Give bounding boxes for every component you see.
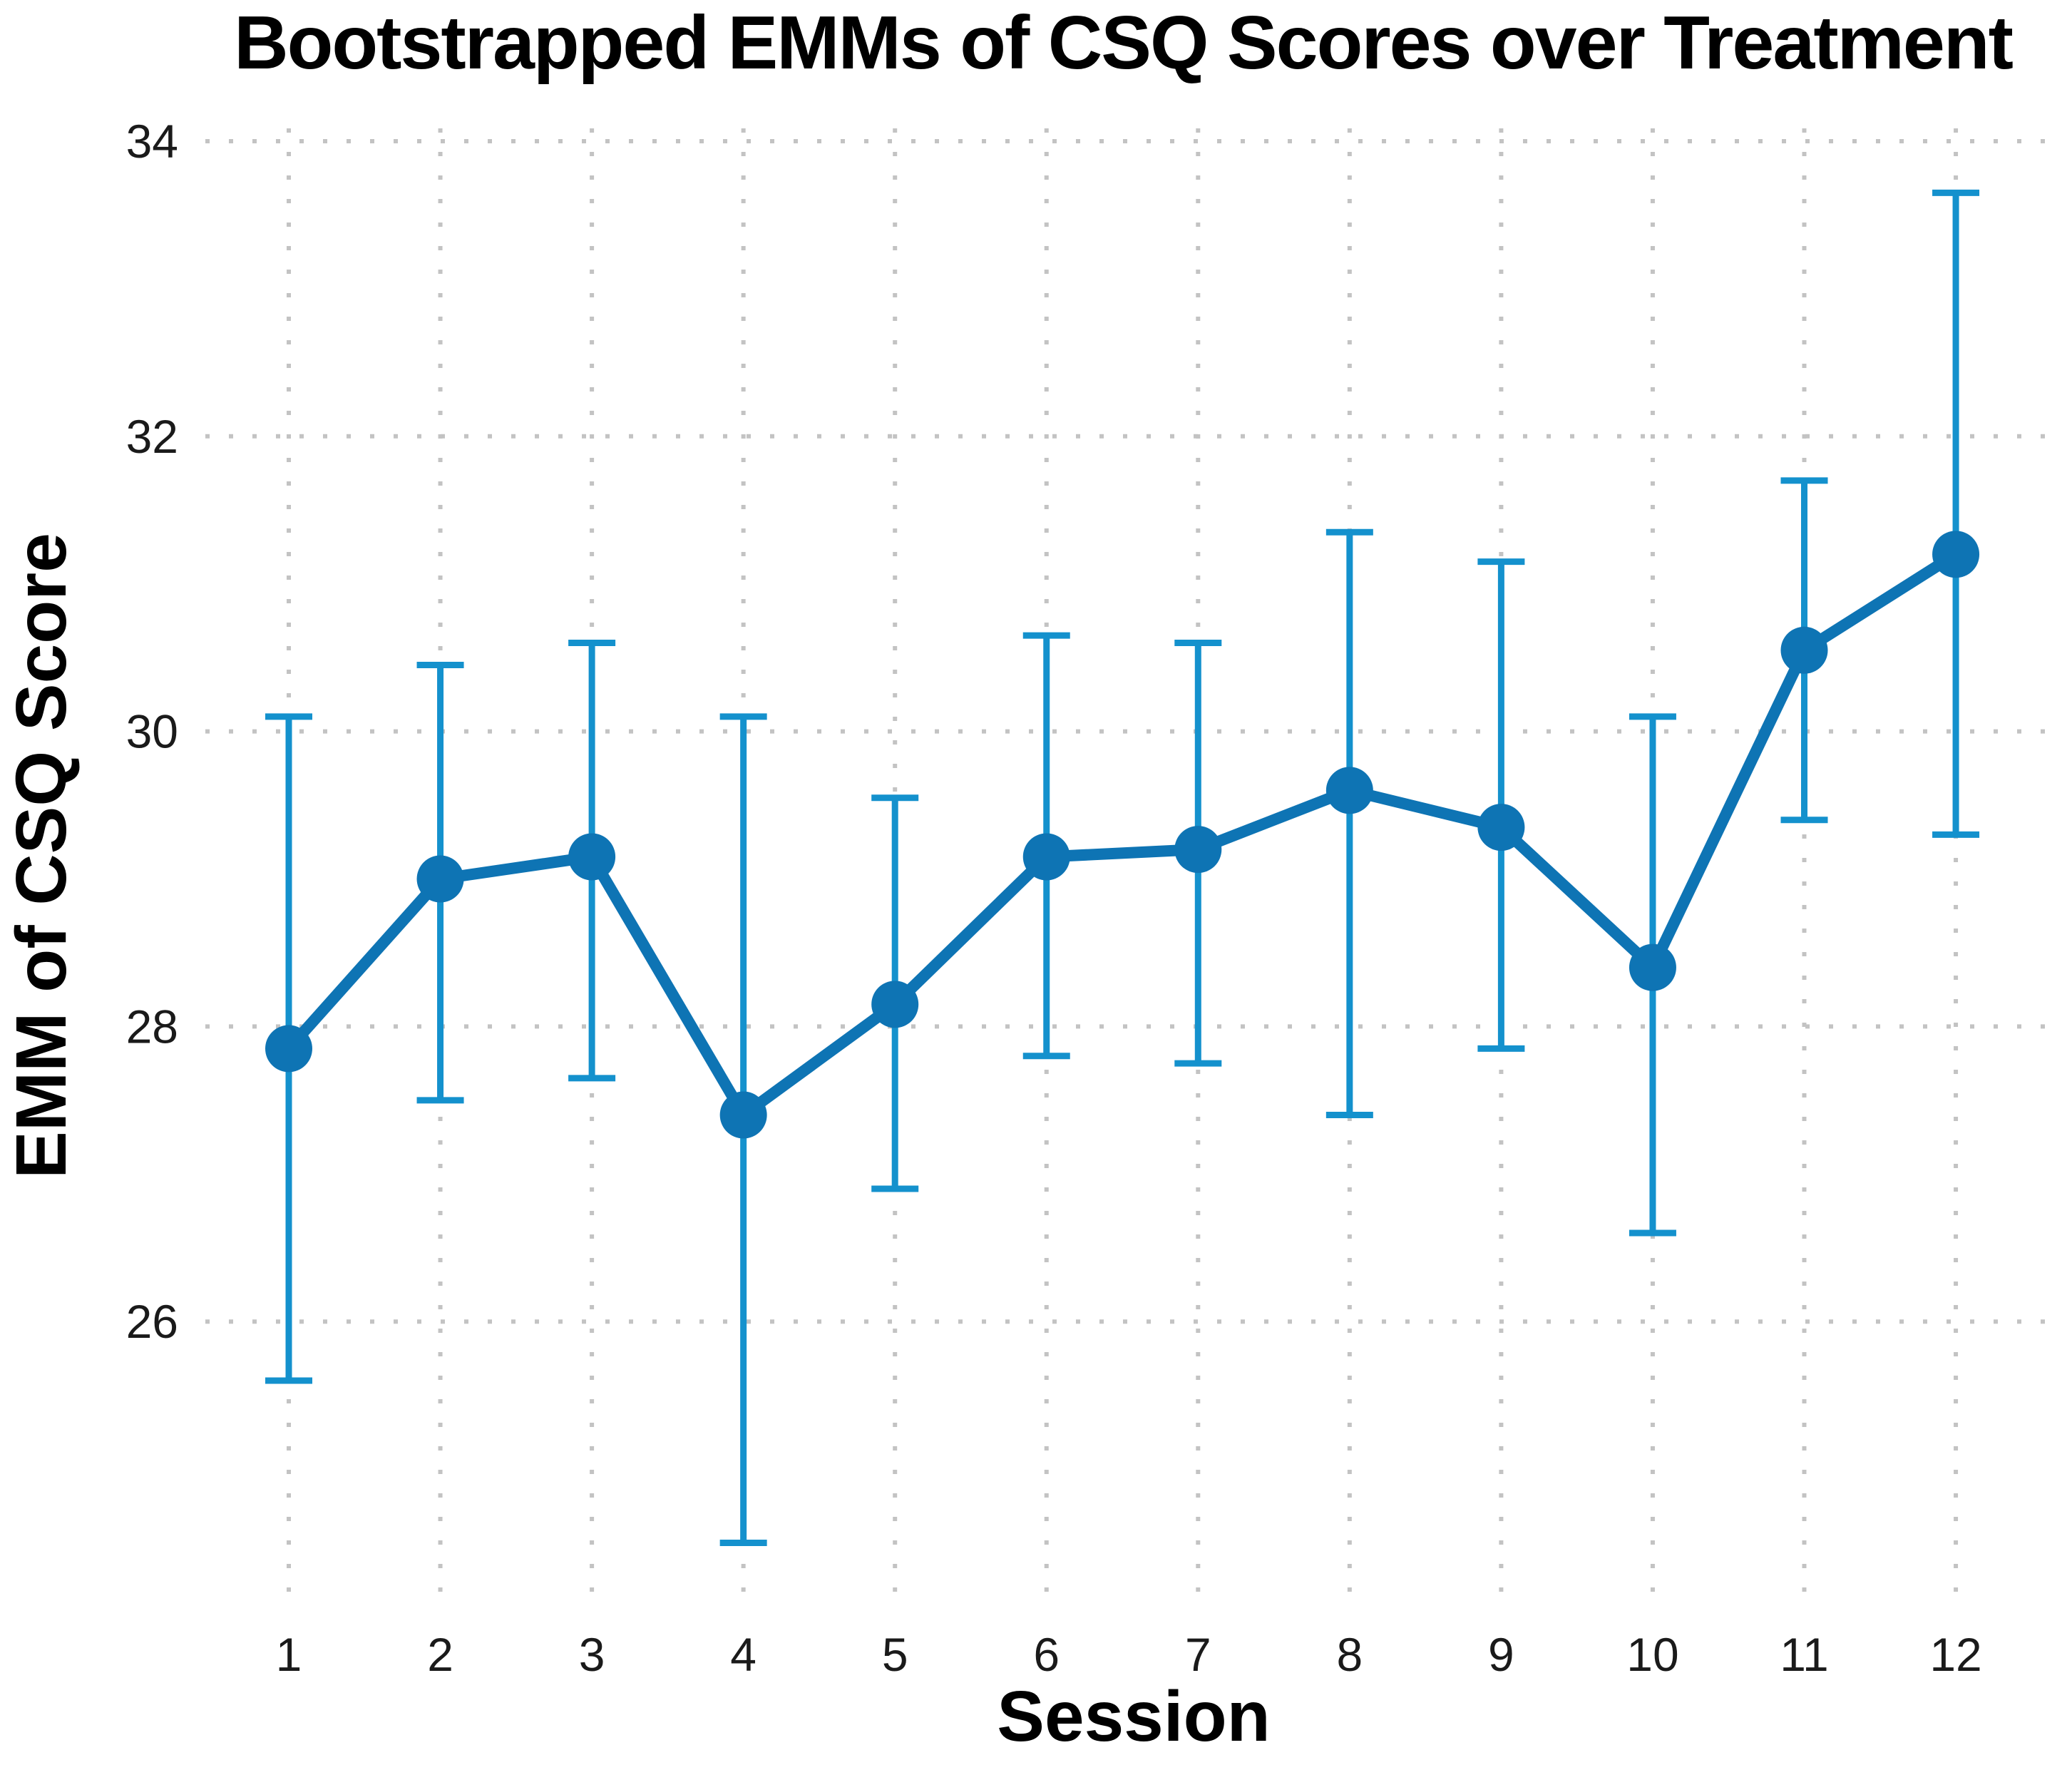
data-point xyxy=(1780,626,1828,674)
data-point xyxy=(568,833,616,881)
x-tick-label: 11 xyxy=(1780,1628,1829,1681)
data-point xyxy=(1477,804,1525,851)
x-tick-label: 12 xyxy=(1929,1628,1981,1681)
y-tick-label: 34 xyxy=(126,115,178,168)
data-point xyxy=(416,855,464,903)
y-axis-label: EMM of CSQ Score xyxy=(1,533,81,1179)
data-point xyxy=(1174,826,1222,874)
data-point xyxy=(1325,767,1373,814)
x-tick-label: 7 xyxy=(1185,1628,1211,1681)
x-tick-label: 9 xyxy=(1488,1628,1514,1681)
x-axis-label: Session xyxy=(997,1677,1271,1756)
data-point xyxy=(265,1025,312,1073)
x-tick-label: 2 xyxy=(427,1628,453,1681)
chart-title: Bootstrapped EMMs of CSQ Scores over Tre… xyxy=(234,1,2014,85)
x-tick-label: 6 xyxy=(1033,1628,1060,1681)
data-point xyxy=(1022,833,1070,881)
x-tick-label: 8 xyxy=(1336,1628,1363,1681)
data-line xyxy=(283,548,1962,1121)
x-tick-label: 5 xyxy=(882,1628,908,1681)
x-tick-label: 1 xyxy=(276,1628,302,1681)
x-tick-label: 10 xyxy=(1626,1628,1678,1681)
data-point xyxy=(1932,531,1980,578)
x-tick-label: 3 xyxy=(579,1628,605,1681)
y-tick-label: 26 xyxy=(126,1295,178,1348)
data-point xyxy=(719,1091,767,1139)
x-tick-label: 4 xyxy=(730,1628,757,1681)
data-point xyxy=(871,981,919,1028)
y-tick-label: 28 xyxy=(126,1000,178,1053)
data-point xyxy=(1629,943,1676,991)
y-tick-label: 30 xyxy=(126,705,178,758)
y-tick-label: 32 xyxy=(126,410,178,463)
